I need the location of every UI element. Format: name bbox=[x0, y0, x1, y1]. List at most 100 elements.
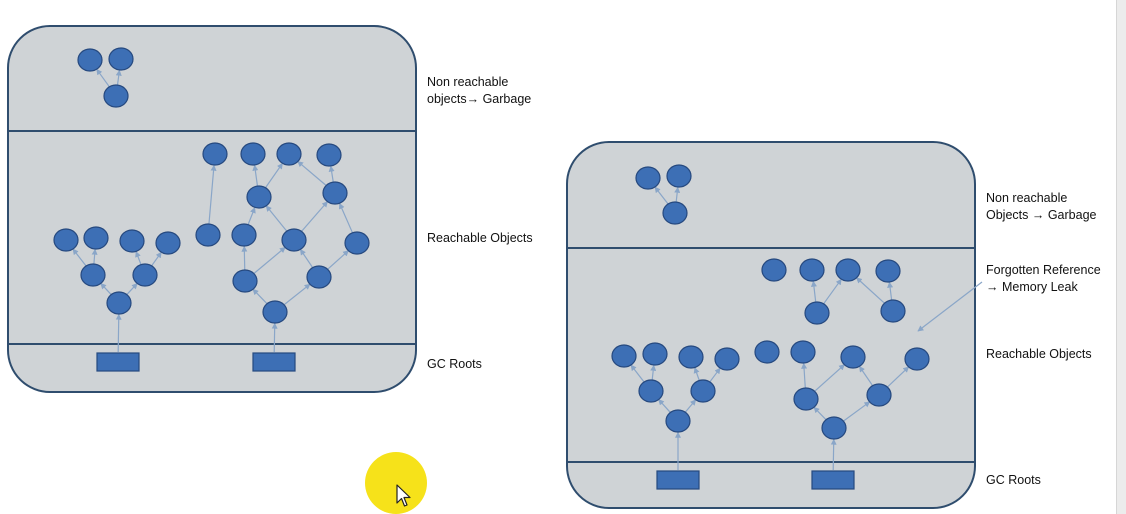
left-object-node bbox=[103, 84, 129, 108]
right-reference-arrow bbox=[813, 406, 827, 421]
left-object-node bbox=[262, 300, 288, 324]
right-object-node bbox=[678, 345, 704, 369]
left-object-node bbox=[240, 142, 266, 166]
right-reference-arrow bbox=[684, 399, 697, 413]
right-reference-arrow bbox=[630, 364, 645, 383]
left-reference-arrow bbox=[150, 251, 162, 267]
left-gc-roots-label: GC Roots bbox=[427, 357, 482, 371]
left-reference-arrow bbox=[300, 201, 328, 233]
right-object-node bbox=[821, 416, 847, 440]
right-reference-arrow bbox=[822, 278, 842, 305]
right-forgotten-reference-label: Forgotten Reference → Memory Leak bbox=[986, 263, 1101, 294]
left-reference-arrow bbox=[252, 164, 259, 187]
left-reference-arrow bbox=[91, 248, 98, 265]
right-object-node bbox=[793, 387, 819, 411]
right-object-node bbox=[611, 344, 637, 368]
right-reference-arrow bbox=[830, 438, 837, 471]
right-gc-roots-label: GC Roots bbox=[986, 473, 1041, 487]
left-reference-arrow bbox=[241, 245, 248, 271]
right-reference-arrow bbox=[709, 367, 721, 383]
left-reference-arrow bbox=[115, 313, 122, 353]
right-reference-arrow bbox=[693, 367, 700, 381]
left-reference-arrow bbox=[283, 283, 311, 306]
left-object-node bbox=[77, 48, 103, 72]
right-object-node bbox=[642, 342, 668, 366]
left-object-node bbox=[155, 231, 181, 255]
right-object-node bbox=[638, 379, 664, 403]
left-object-node bbox=[80, 263, 106, 287]
right-object-node bbox=[714, 347, 740, 371]
left-object-node bbox=[83, 226, 109, 250]
right-object-node bbox=[904, 347, 930, 371]
forgotten-reference-pointer bbox=[917, 281, 983, 332]
right-object-node bbox=[761, 258, 787, 282]
right-non-reachable-label: Non reachable Objects → Garbage bbox=[986, 191, 1097, 222]
left-object-node bbox=[195, 223, 221, 247]
left-reference-arrow bbox=[299, 248, 314, 269]
right-object-node bbox=[635, 166, 661, 190]
right-object-node bbox=[804, 301, 830, 325]
cursor-highlight bbox=[365, 452, 427, 514]
right-reference-arrow bbox=[813, 364, 845, 393]
right-object-node bbox=[880, 299, 906, 323]
left-object-node bbox=[246, 185, 272, 209]
right-reference-arrow bbox=[650, 364, 657, 381]
left-reference-arrow bbox=[208, 164, 217, 225]
right-object-node bbox=[790, 340, 816, 364]
right-object-node bbox=[866, 383, 892, 407]
left-reference-arrow bbox=[253, 246, 286, 275]
left-reference-arrow bbox=[100, 282, 112, 296]
left-reference-arrow bbox=[72, 248, 87, 267]
left-reference-arrow bbox=[115, 69, 122, 86]
right-reference-arrow bbox=[886, 366, 910, 388]
left-gc-root-box bbox=[252, 352, 296, 372]
right-reference-arrow bbox=[887, 281, 894, 301]
left-object-node bbox=[132, 263, 158, 287]
left-object-node bbox=[119, 229, 145, 253]
left-memory-panel bbox=[7, 25, 417, 393]
right-reachable-label: Reachable Objects bbox=[986, 347, 1092, 361]
mouse-pointer-icon bbox=[396, 484, 411, 507]
right-object-node bbox=[799, 258, 825, 282]
left-object-node bbox=[344, 231, 370, 255]
right-reference-arrow bbox=[658, 398, 672, 414]
left-object-node bbox=[232, 269, 258, 293]
left-object-node bbox=[281, 228, 307, 252]
left-object-node bbox=[316, 143, 342, 167]
left-reference-arrow bbox=[126, 282, 138, 296]
right-reference-arrow bbox=[801, 362, 808, 389]
left-reference-arrow bbox=[297, 160, 327, 187]
left-object-node bbox=[231, 223, 257, 247]
left-non-reachable-label: Non reachable objects→ Garbage bbox=[427, 75, 532, 106]
right-object-node bbox=[754, 340, 780, 364]
left-reference-arrow bbox=[326, 250, 349, 271]
left-object-node bbox=[276, 142, 302, 166]
right-object-node bbox=[666, 164, 692, 188]
right-reference-arrow bbox=[842, 401, 871, 422]
left-reference-arrow bbox=[338, 202, 354, 234]
right-object-node bbox=[875, 259, 901, 283]
right-object-node bbox=[665, 409, 691, 433]
left-reference-arrow bbox=[247, 206, 256, 225]
left-reference-arrow bbox=[252, 288, 268, 305]
right-reference-arrow bbox=[855, 277, 886, 305]
left-reference-arrow bbox=[265, 205, 288, 232]
left-reference-arrow bbox=[264, 162, 283, 189]
right-object-node bbox=[662, 201, 688, 225]
right-object-node bbox=[835, 258, 861, 282]
right-gc-root-box bbox=[811, 470, 855, 490]
left-reachable-label: Reachable Objects bbox=[427, 231, 533, 245]
left-object-node bbox=[202, 142, 228, 166]
left-reference-arrow bbox=[96, 68, 111, 88]
left-reference-arrow bbox=[328, 165, 335, 183]
left-reference-arrow bbox=[135, 251, 142, 265]
left-object-node bbox=[53, 228, 79, 252]
right-object-node bbox=[840, 345, 866, 369]
right-reference-arrow bbox=[674, 186, 681, 203]
vertical-scrollbar[interactable] bbox=[1116, 0, 1126, 514]
left-object-node bbox=[322, 181, 348, 205]
left-object-node bbox=[108, 47, 134, 71]
right-memory-panel bbox=[566, 141, 976, 509]
left-reference-arrow bbox=[271, 322, 278, 353]
